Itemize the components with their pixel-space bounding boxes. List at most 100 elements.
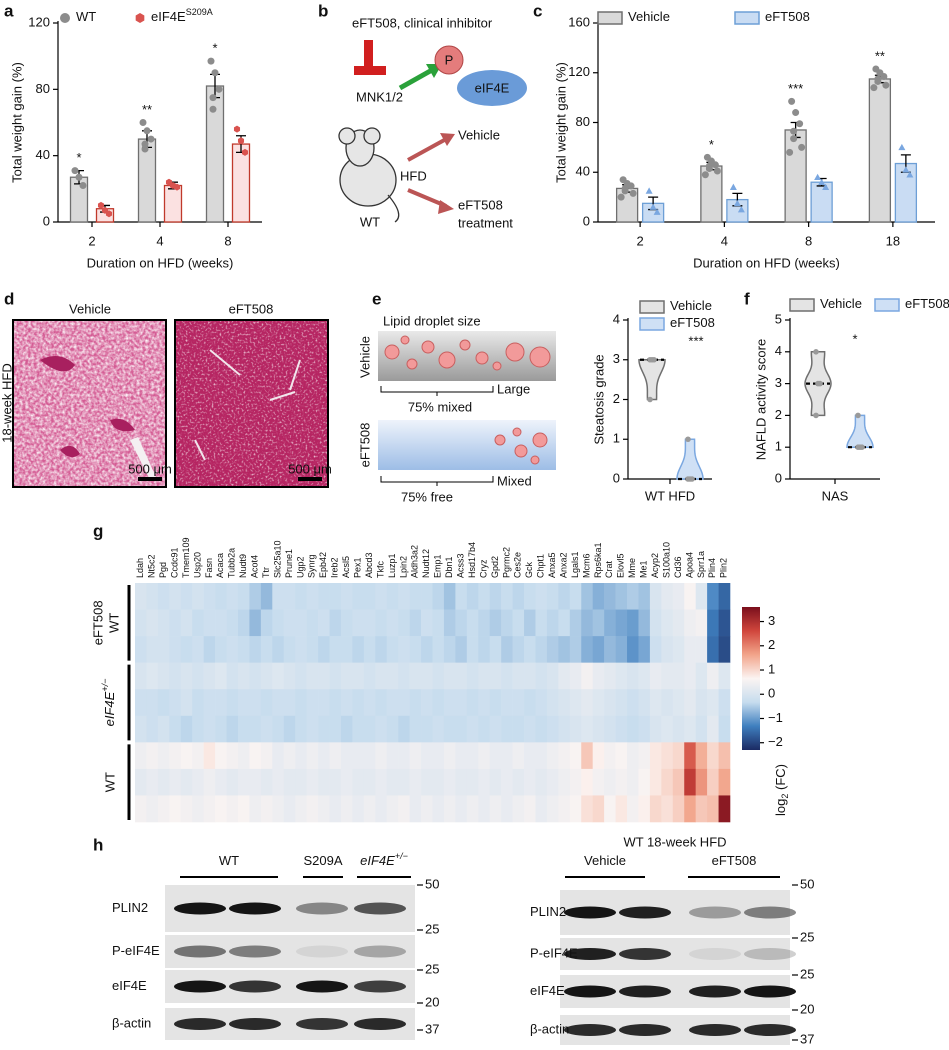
heatmap-cell [672, 662, 685, 690]
image-frame [12, 319, 167, 488]
heatmap-cell [249, 609, 262, 637]
heatmap-cell [237, 715, 250, 743]
colorbar [742, 607, 760, 750]
blot-band [564, 1024, 616, 1036]
bar [784, 129, 807, 223]
heatmap-cell [363, 662, 376, 690]
heatmap-cell [375, 768, 388, 796]
heatmap-cell [318, 662, 330, 690]
inhibitor-bar [364, 40, 373, 70]
bar [163, 184, 183, 223]
heatmap-cell [283, 742, 296, 770]
x-tick-label: 18 [886, 233, 900, 248]
heatmap-cell [180, 689, 193, 717]
heatmap-cell [489, 768, 502, 796]
heatmap-cell [306, 715, 319, 743]
data-point [906, 171, 914, 178]
heatmap-cell [455, 768, 468, 796]
heatmap-cell [638, 689, 651, 717]
gene-label: Lpin2 [398, 556, 408, 578]
heatmap-cell [615, 715, 628, 743]
heatmap-cell [661, 742, 674, 770]
heatmap-cell [249, 583, 262, 610]
heatmap-cell [237, 609, 250, 637]
heatmap-cell [272, 609, 285, 637]
heatmap-cell [649, 742, 662, 770]
bracket [380, 386, 494, 396]
heatmap-cell [249, 715, 262, 743]
blot-band [296, 902, 348, 915]
heatmap-cell [249, 636, 262, 663]
heatmap-cell [672, 715, 685, 743]
group-label: eFT508 [90, 600, 105, 645]
heatmap-cell [581, 742, 593, 770]
heatmap-cell [604, 795, 616, 823]
blot-band [564, 985, 616, 998]
heatmap-cell [386, 715, 399, 743]
heatmap-cell [432, 742, 445, 770]
blot-row-label: eIF4E [112, 978, 147, 993]
gene-label: Cryz [478, 559, 488, 578]
gene-label: Acot4 [250, 555, 260, 578]
kinase-label: MNK1/2 [356, 89, 403, 104]
bar [868, 78, 892, 223]
gene-label: Pex1 [353, 557, 363, 578]
gene-label: Ldah [135, 558, 145, 578]
heatmap-cell [375, 636, 388, 663]
heatmap-cell [558, 662, 571, 690]
data-point [75, 173, 83, 181]
histology-vessel [194, 349, 301, 461]
heatmap-cell [478, 795, 491, 823]
heatmap-cell [455, 662, 468, 690]
heatmap-cell [707, 636, 719, 663]
data-point [60, 13, 70, 23]
group-label: WT [102, 772, 117, 792]
heatmap-cell [146, 742, 159, 770]
violin [846, 414, 874, 448]
gene-label: Synrg [307, 554, 317, 578]
x-tick-label: 2 [637, 233, 644, 248]
heatmap-cell [455, 795, 468, 823]
heatmap-cell [295, 636, 307, 663]
heatmap-cell [306, 636, 319, 663]
gene-label: Tubb2a [227, 548, 237, 578]
heatmap-cell [661, 768, 674, 796]
heatmap-cell [466, 742, 479, 770]
heatmap-cell [306, 742, 319, 770]
gene-label: Apoa4 [684, 552, 694, 578]
heatmap-cell [421, 662, 433, 690]
heatmap-cell [489, 609, 502, 637]
blot-band [354, 980, 406, 993]
heatmap-cell [135, 689, 147, 717]
heatmap-cell [352, 609, 365, 637]
heatmap-cell [455, 609, 468, 637]
heatmap-cell [581, 715, 593, 743]
heatmap-cell [169, 768, 182, 796]
heatmap-cell [455, 715, 468, 743]
heatmap-cell [260, 609, 273, 637]
heatmap-cell [672, 795, 685, 823]
heatmap-cell [363, 715, 376, 743]
heatmap-cell [318, 768, 330, 796]
heatmap-cell [386, 609, 399, 637]
heatmap-cell [684, 795, 696, 823]
heatmap-cell [306, 583, 319, 610]
x-tick-label: 8 [805, 233, 812, 248]
y-tick-label: 4 [775, 343, 782, 358]
heatmap-cell [501, 795, 513, 823]
heatmap-cell [707, 742, 719, 770]
heatmap-cell [409, 636, 422, 663]
gene-label: Sprr1a [696, 551, 706, 578]
heatmap-cell [329, 795, 342, 823]
image-frame [174, 319, 329, 488]
data-point [233, 125, 241, 133]
heatmap-cell [135, 715, 147, 743]
lane-group-sup: +/− [395, 851, 408, 861]
heatmap-cell [237, 768, 250, 796]
heatmap-cell [398, 715, 410, 743]
heatmap-cell [226, 795, 239, 823]
heatmap-cell [672, 583, 685, 610]
heatmap-cell [398, 609, 410, 637]
heatmap-cell [295, 662, 307, 690]
heatmap-cell [318, 636, 330, 663]
